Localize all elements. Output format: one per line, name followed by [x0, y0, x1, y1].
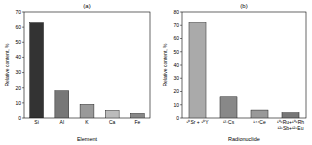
y-tick-label: 20	[173, 88, 179, 94]
y-tick	[22, 102, 24, 103]
x-tick-label: ¹³⁷Cs	[223, 119, 235, 125]
y-tick-label: 0	[176, 115, 179, 121]
bar	[80, 104, 94, 118]
y-tick-label: 20	[15, 85, 21, 91]
bar	[189, 23, 206, 118]
x-tick-label: Al	[60, 119, 64, 125]
y-tick	[180, 118, 182, 119]
bars	[189, 23, 299, 118]
y-tick	[180, 104, 182, 105]
bar	[30, 23, 44, 118]
y-tick-label: 50	[15, 39, 21, 45]
bar	[251, 110, 268, 118]
y-tick	[22, 27, 24, 28]
title: (a)	[83, 3, 90, 9]
bar	[220, 97, 237, 118]
y-tick-label: 30	[173, 75, 179, 81]
y-tick	[180, 65, 182, 66]
y-tick	[180, 12, 182, 13]
y-tick-label: 60	[173, 35, 179, 41]
bar	[55, 91, 69, 118]
bar	[282, 113, 299, 118]
y-tick-label: 70	[173, 22, 179, 28]
x-tick-label: Si	[34, 119, 38, 125]
bars	[30, 23, 145, 118]
plot-frame	[24, 12, 150, 118]
plot-frame	[182, 12, 306, 118]
y-tick-label: 70	[15, 9, 21, 15]
y-tick	[22, 87, 24, 88]
y-tick	[22, 12, 24, 13]
bar	[105, 110, 119, 118]
x-axis-label: Element	[77, 136, 98, 142]
x-tick-label: ¹⁴⁴Ce	[253, 119, 266, 125]
y-tick-label: 10	[15, 100, 21, 106]
y-tick	[22, 42, 24, 43]
x-tick-label: Ca	[109, 119, 116, 125]
x-axis-label: Radionuclide	[228, 136, 260, 142]
y-tick	[180, 51, 182, 52]
y-tick	[180, 25, 182, 26]
y-tick-label: 40	[173, 62, 179, 68]
y-tick-label: 10	[173, 102, 179, 108]
bar	[130, 113, 144, 118]
x-tick-label: ¹⁰⁶Ru+¹⁰⁶Rh¹²⁵Sb+¹²⁵Eu	[277, 119, 304, 131]
y-tick	[180, 91, 182, 92]
y-tick	[180, 38, 182, 39]
y-axis-label: Relative content, %	[4, 43, 10, 87]
y-tick	[22, 72, 24, 73]
y-tick-label: 80	[173, 9, 179, 15]
y-tick	[180, 78, 182, 79]
y-tick	[22, 57, 24, 58]
y-tick-label: 0	[18, 115, 21, 121]
title: (b)	[240, 3, 247, 9]
y-tick-label: 60	[15, 24, 21, 30]
y-tick	[22, 118, 24, 119]
y-tick-label: 50	[173, 49, 179, 55]
y-tick-label: 40	[15, 54, 21, 60]
chart: (a) 0 10 20 30 40 50 60 70 Relative content, % Si A…	[0, 0, 312, 145]
y-tick-label: 30	[15, 69, 21, 75]
x-tick-label: ⁹⁰Sr + ⁹⁰Y	[186, 119, 209, 125]
x-tick-label: K	[85, 119, 89, 125]
y-axis-label: Relative content, %	[162, 43, 168, 87]
x-tick-label: Fe	[134, 119, 140, 125]
